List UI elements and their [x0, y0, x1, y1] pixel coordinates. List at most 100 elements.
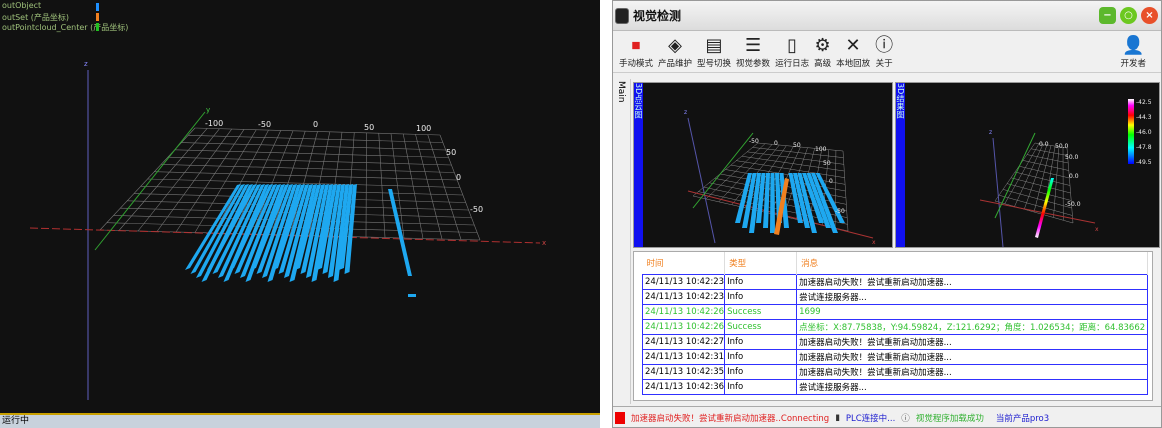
x-tick: 50 — [793, 142, 801, 149]
grid-line — [1030, 148, 1068, 156]
y-tick: 50 — [823, 160, 831, 167]
point-cloud-strip — [763, 173, 770, 228]
tab-main[interactable]: Main — [616, 81, 626, 103]
table-row[interactable]: 24/11/13 10:42:26 Success 点坐标：X:87.75838，Y… — [641, 318, 1148, 335]
plc-status: PLC连接中... — [845, 413, 896, 424]
point-cloud-strip — [756, 173, 766, 223]
point-cloud-strip — [306, 184, 329, 278]
cell-time: 24/11/13 10:42:35 — [641, 363, 726, 380]
product-maintenance-button[interactable]: ◈ 产品维护 — [658, 35, 692, 69]
grid-line — [147, 178, 461, 188]
point-cloud-strip — [344, 184, 357, 274]
point-cloud-strip — [408, 294, 416, 297]
table-row[interactable]: 24/11/13 10:42:23 Info 尝试连接服务器... — [641, 288, 1148, 305]
legend-swatch — [96, 3, 99, 11]
point-cloud-viewer[interactable]: z x y -100 -50 0 50 100 50 0 -50 outObje… — [0, 0, 600, 428]
legend-item: outPointcloud_Center (产品坐标) — [2, 23, 129, 32]
point-cloud-strip — [207, 184, 257, 270]
manual-mode-button[interactable]: ⏹ 手动模式 — [619, 35, 653, 69]
x-axis-label: x — [872, 239, 876, 246]
point-cloud-strip — [245, 184, 285, 282]
x-axis-label: x — [1095, 226, 1099, 233]
cell-type: Success — [724, 303, 798, 320]
x-tick: -50 — [258, 120, 271, 129]
point-cloud-strip — [311, 184, 333, 282]
log-table[interactable]: 时间 类型 消息 24/11/13 10:42:23 Info 加速器启动失败！尝试… — [633, 251, 1153, 401]
advanced-button[interactable]: ⚙ 高级 — [814, 35, 831, 69]
cell-msg: 加速器启动失败！尝试重新启动加速器... — [796, 348, 1148, 365]
table-row[interactable]: 24/11/13 10:42:23 Info 加速器启动失败！尝试重新启动加速器..… — [641, 273, 1148, 290]
grid-line — [1014, 171, 1071, 186]
3d-scene[interactable]: z x y -100 -50 0 50 100 50 0 -50 — [0, 0, 600, 413]
point-cloud-strip — [212, 184, 261, 274]
grid-line — [181, 142, 446, 151]
column-header-type[interactable]: 类型 — [724, 252, 798, 274]
grid-line — [167, 156, 452, 166]
model-switch-button[interactable]: ▤ 型号切换 — [697, 35, 731, 69]
vision-status: 视觉程序加载成功 — [915, 413, 984, 424]
run-log-button[interactable]: ▯ 运行日志 — [775, 35, 809, 69]
colorbar-tick: -47.8 — [1136, 144, 1152, 151]
cell-time: 24/11/13 10:42:31 — [641, 348, 726, 365]
close-button[interactable]: × — [1141, 7, 1158, 24]
minimize-button[interactable]: − — [1099, 7, 1116, 24]
label: 高级 — [814, 59, 832, 69]
point-cloud-strip — [284, 184, 313, 278]
z-axis — [687, 117, 716, 244]
column-header-time[interactable]: 时间 — [642, 252, 726, 274]
point-cloud-strip — [300, 184, 325, 274]
grid-line — [1026, 154, 1069, 164]
point-cloud-strip — [267, 184, 301, 282]
cell-msg: 加速器启动失败！尝试重新启动加速器... — [796, 363, 1148, 380]
result-line — [1035, 178, 1054, 238]
point-cloud-plot[interactable]: 3D点云图 z x -50 0 50 100 50 0 -50 — [633, 82, 893, 248]
about-button[interactable]: ⓘ 关于 — [875, 35, 893, 69]
y-tick: -50 — [835, 208, 845, 215]
point-cloud-strip — [333, 184, 349, 282]
point-cloud-strip — [229, 184, 273, 270]
cell-type: Info — [724, 348, 798, 365]
point-cloud-strip — [742, 173, 757, 228]
grid-line — [730, 164, 846, 185]
cell-type: Success — [724, 318, 798, 335]
plc-icon: ▮ — [835, 412, 840, 423]
point-cloud — [185, 184, 416, 297]
table-row[interactable]: 24/11/13 10:42:31 Info 加速器启动失败！尝试重新启动加速器..… — [641, 348, 1148, 365]
point-cloud-strip — [256, 184, 293, 274]
grid-line — [752, 147, 844, 158]
table-row[interactable]: 24/11/13 10:42:35 Info 加速器启动失败！尝试重新启动加速器..… — [641, 363, 1148, 380]
grid-line — [1002, 189, 1072, 209]
user-icon: 👤 — [1122, 35, 1145, 56]
point-cloud-strip — [262, 184, 297, 278]
table-row[interactable]: 24/11/13 10:42:27 Info 加速器启动失败！尝试重新启动加速器..… — [641, 333, 1148, 350]
grid-line — [1006, 183, 1072, 201]
vision-params-button[interactable]: ☰ 视觉参数 — [736, 35, 770, 69]
sliders-icon: ☰ — [744, 35, 762, 56]
cell-time: 24/11/13 10:42:26 — [641, 303, 726, 320]
point-cloud-strip — [328, 184, 345, 278]
grid-line — [1010, 177, 1071, 194]
grid-line — [154, 171, 458, 181]
y-axis-label: y — [206, 106, 210, 114]
label: 关于 — [875, 59, 893, 69]
divider — [600, 0, 612, 428]
user-button[interactable]: 👤 开发者 — [1120, 35, 1146, 69]
grid-line — [161, 164, 455, 173]
z-axis-label: z — [989, 129, 992, 136]
app-icon — [615, 7, 629, 24]
y-tick: 0 — [456, 173, 461, 182]
local-playback-button[interactable]: ✕ 本地回放 — [836, 35, 870, 69]
table-row[interactable]: 24/11/13 10:42:36 Info 尝试连接服务器... — [641, 378, 1148, 395]
table-row[interactable]: 24/11/13 10:42:26 Success 1699 — [641, 303, 1148, 320]
label: 运行日志 — [775, 59, 810, 69]
result-plot[interactable]: 3D结果图 -42.5 -44.3 -46.0 -47.8 -49.5 0.0 … — [895, 82, 1160, 248]
cell-time: 24/11/13 10:42:26 — [641, 318, 726, 335]
column-header-message[interactable]: 消息 — [796, 252, 1148, 274]
gear-icon: ⚙ — [814, 35, 831, 56]
x-axis-label: x — [542, 239, 546, 247]
point-cloud-strip — [234, 184, 277, 274]
point-cloud-strip — [802, 173, 824, 223]
y-tick: 50 — [446, 148, 456, 157]
legend-swatch — [96, 23, 99, 31]
maximize-button[interactable]: ○ — [1120, 7, 1137, 24]
